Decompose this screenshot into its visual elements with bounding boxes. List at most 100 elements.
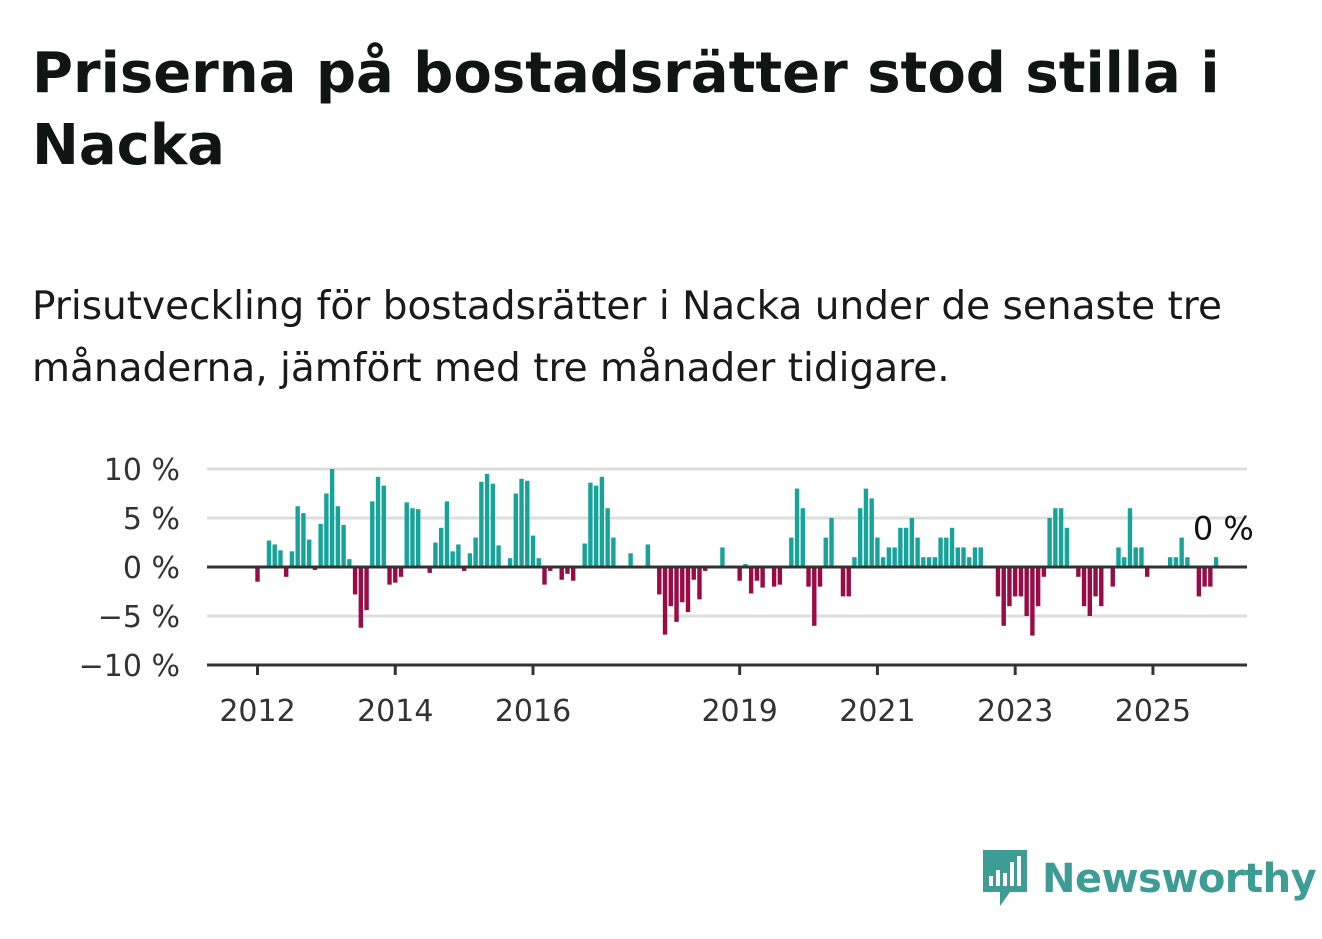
bar bbox=[760, 567, 765, 588]
bar bbox=[565, 567, 570, 574]
bar bbox=[438, 527, 444, 567]
bar bbox=[1196, 567, 1202, 597]
bar bbox=[490, 483, 496, 567]
bar bbox=[352, 567, 358, 595]
bar bbox=[771, 567, 777, 587]
bar bbox=[364, 567, 369, 611]
bar bbox=[1173, 557, 1179, 567]
bar bbox=[869, 498, 874, 567]
bar bbox=[1167, 557, 1173, 567]
bar bbox=[393, 567, 398, 583]
bar bbox=[593, 485, 599, 567]
bar bbox=[519, 478, 524, 567]
x-tick-label: 2021 bbox=[839, 694, 915, 729]
bar bbox=[880, 557, 886, 567]
bar bbox=[473, 537, 478, 567]
bar bbox=[858, 508, 863, 567]
bar bbox=[513, 493, 518, 567]
bar bbox=[370, 501, 375, 567]
bar bbox=[599, 476, 605, 567]
bar bbox=[691, 567, 696, 580]
bar bbox=[685, 567, 691, 613]
bar bbox=[840, 567, 846, 597]
bar bbox=[582, 543, 587, 567]
bar bbox=[507, 558, 513, 567]
bar bbox=[284, 567, 289, 577]
bar bbox=[1030, 567, 1035, 636]
bar bbox=[1122, 557, 1127, 567]
bar-series bbox=[255, 469, 1219, 636]
bar bbox=[1024, 567, 1029, 616]
bar bbox=[823, 537, 828, 567]
bar bbox=[1053, 508, 1058, 567]
bar bbox=[295, 506, 300, 567]
x-tick-label: 2019 bbox=[701, 694, 777, 729]
bar bbox=[461, 567, 467, 571]
bar bbox=[777, 567, 783, 585]
x-tick-label: 2025 bbox=[1115, 694, 1191, 729]
bar bbox=[410, 508, 415, 567]
bar bbox=[1058, 508, 1064, 567]
bar bbox=[272, 544, 277, 567]
bar bbox=[1087, 567, 1092, 616]
bar bbox=[748, 567, 754, 594]
bar bbox=[484, 473, 490, 567]
bar bbox=[548, 567, 553, 571]
bar bbox=[444, 501, 450, 567]
bar bbox=[1001, 567, 1006, 626]
bar bbox=[903, 527, 909, 567]
bar bbox=[800, 508, 805, 567]
bar bbox=[1099, 567, 1104, 607]
bar bbox=[1076, 567, 1081, 577]
bar bbox=[817, 567, 823, 587]
bar bbox=[375, 476, 381, 567]
bar bbox=[1127, 508, 1133, 567]
y-tick-label: 10 % bbox=[104, 453, 180, 488]
bar bbox=[662, 567, 668, 635]
bar bbox=[381, 485, 386, 567]
bar bbox=[456, 544, 461, 567]
bar bbox=[559, 567, 564, 580]
bar bbox=[341, 524, 346, 567]
x-tick-label: 2023 bbox=[977, 694, 1053, 729]
bar bbox=[496, 545, 501, 567]
bar bbox=[1110, 567, 1115, 587]
bar bbox=[697, 567, 702, 600]
y-tick-label: 5 % bbox=[123, 502, 180, 537]
bar bbox=[416, 509, 421, 567]
bar bbox=[863, 488, 869, 567]
bar bbox=[1133, 547, 1138, 567]
y-tick-label: 0 % bbox=[123, 551, 180, 586]
bar bbox=[479, 481, 484, 567]
bar bbox=[1139, 547, 1144, 567]
bar bbox=[467, 553, 473, 567]
bar bbox=[1018, 567, 1024, 597]
bar bbox=[754, 567, 760, 581]
bar bbox=[892, 547, 897, 567]
bar bbox=[932, 557, 938, 567]
bar bbox=[358, 567, 364, 628]
bar bbox=[812, 567, 817, 626]
bar bbox=[944, 537, 949, 567]
bar bbox=[909, 518, 915, 567]
bar bbox=[978, 547, 983, 567]
page-title: Priserna på bostadsrätter stod stilla i … bbox=[32, 41, 1220, 178]
bar bbox=[886, 547, 892, 567]
bar bbox=[571, 567, 576, 581]
bar bbox=[329, 469, 335, 567]
bar bbox=[605, 508, 610, 567]
bar bbox=[628, 553, 633, 567]
bar bbox=[703, 567, 708, 571]
bar bbox=[972, 547, 978, 567]
logo-text: Newsworthy bbox=[1042, 856, 1317, 902]
bar bbox=[525, 480, 530, 567]
bar bbox=[255, 567, 260, 582]
grid-lines bbox=[207, 467, 1247, 618]
bar bbox=[530, 535, 536, 567]
bar bbox=[1116, 547, 1121, 567]
bar bbox=[926, 557, 932, 567]
axes bbox=[207, 565, 1247, 675]
bar bbox=[789, 537, 794, 567]
bar bbox=[1064, 527, 1070, 567]
bar bbox=[995, 567, 1001, 597]
